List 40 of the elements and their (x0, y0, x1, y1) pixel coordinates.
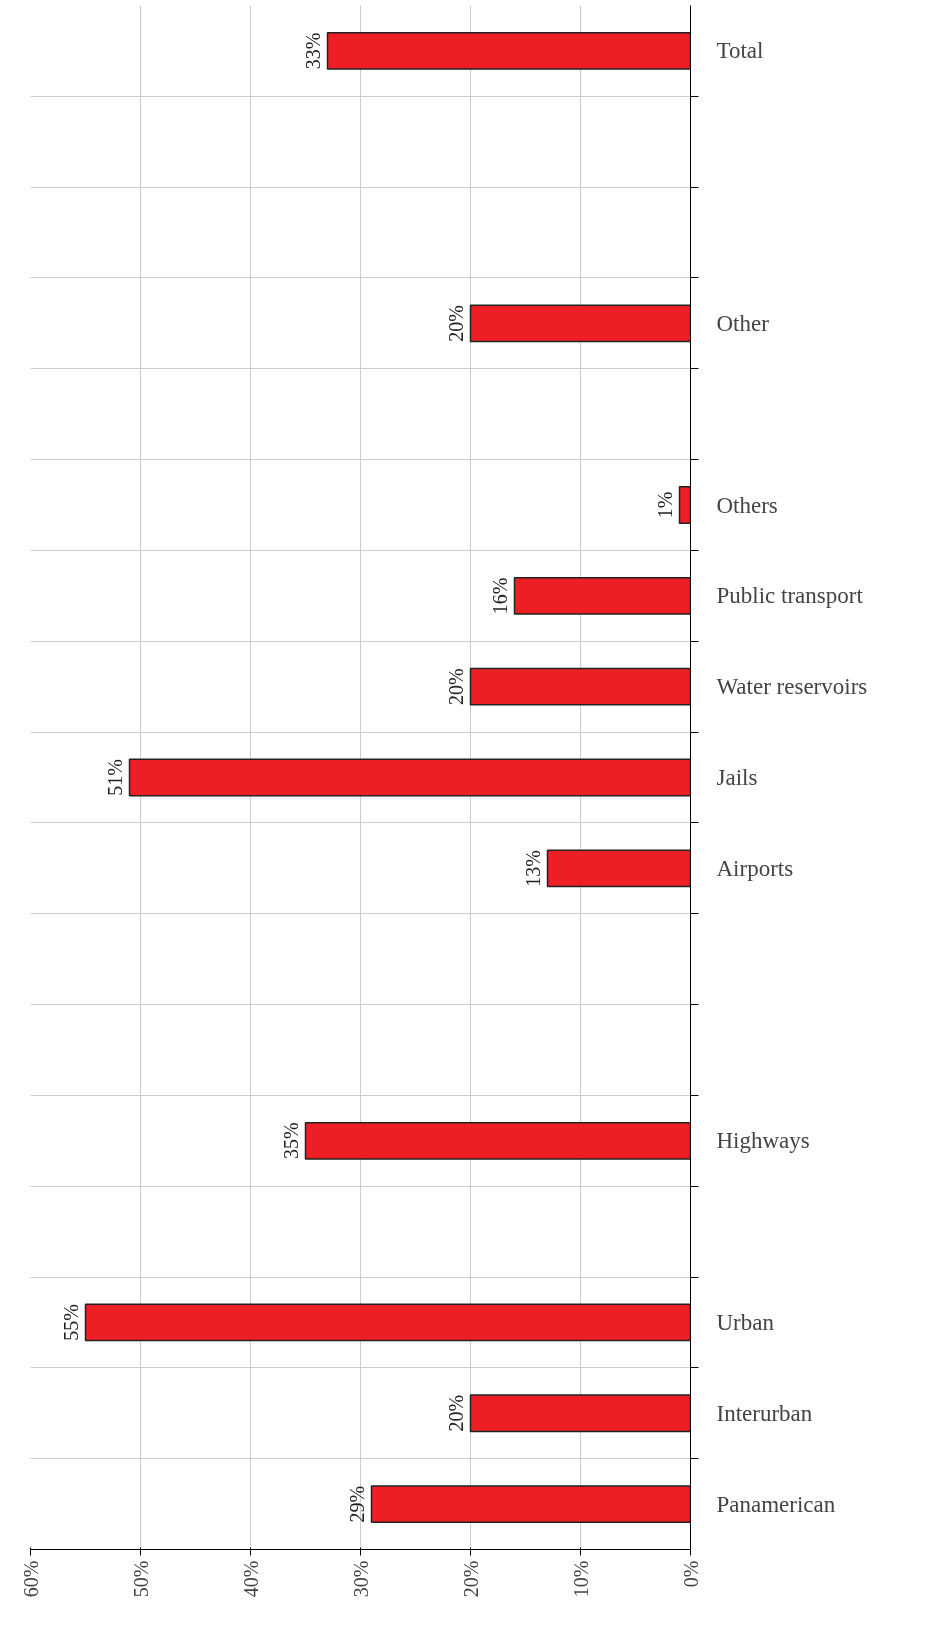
y-tick-label: Public transport (716, 583, 864, 609)
y-tick-label: Interurban (716, 1400, 813, 1426)
bar (370, 1485, 691, 1523)
bar (678, 486, 691, 524)
x-tick-label: 30% (349, 1560, 372, 1598)
bar (469, 304, 691, 343)
data-label: 1% (653, 491, 676, 519)
bar (128, 758, 691, 797)
bar (469, 667, 691, 706)
x-tick-label: 50% (129, 1560, 152, 1598)
y-tick-label: Airports (716, 855, 794, 881)
y-tick-label: Other (716, 310, 770, 336)
data-label: 13% (521, 849, 544, 887)
data-label: 16% (488, 577, 511, 615)
data-label: 51% (103, 759, 126, 796)
data-label: 20% (444, 1394, 467, 1432)
y-tick-label: Water reservoirs (716, 674, 868, 700)
y-tick-label: Panamerican (716, 1491, 836, 1517)
data-label: 20% (444, 668, 467, 706)
x-tick-label: 0% (679, 1560, 702, 1588)
bar (304, 1121, 691, 1160)
bar (546, 849, 691, 888)
y-tick-label: Total (716, 38, 764, 64)
data-label: 29% (345, 1485, 368, 1523)
data-label: 20% (444, 305, 467, 342)
y-tick-label: Highways (716, 1128, 810, 1154)
x-tick-label: 60% (19, 1560, 42, 1598)
x-tick-label: 20% (459, 1560, 482, 1598)
y-tick-label: Jails (716, 765, 758, 790)
bar (469, 1394, 691, 1433)
x-tick-label: 40% (239, 1560, 262, 1598)
bar (513, 576, 691, 615)
data-label: 35% (279, 1122, 302, 1160)
data-label: 55% (59, 1304, 82, 1341)
x-tick-label: 10% (569, 1560, 592, 1598)
bar (84, 1303, 691, 1342)
bar (326, 32, 691, 70)
y-tick-label: Others (716, 492, 778, 518)
y-tick-label: Urban (716, 1309, 775, 1335)
data-label: 33% (301, 32, 324, 70)
